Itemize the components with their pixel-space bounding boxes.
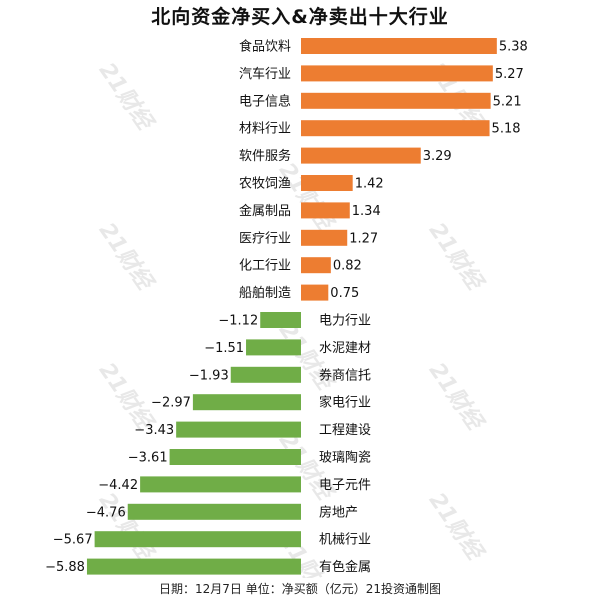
bars-layer: 5.38 食品饮料 5.27 汽车行业 5.21 电子信息 5.18 材料行业 3.29 软件服务…: [45, 38, 528, 575]
bar: [301, 284, 329, 301]
value-label: −2.97: [151, 396, 191, 411]
bar: [301, 147, 421, 164]
bar: [230, 366, 301, 383]
category-label: 房地产: [319, 504, 358, 520]
value-label: 1.27: [349, 231, 378, 246]
bar: [301, 120, 490, 137]
bar: [301, 202, 350, 219]
value-label: −4.42: [98, 478, 138, 493]
category-label: 电子元件: [319, 478, 371, 493]
bar: [301, 257, 331, 274]
value-label: −1.12: [218, 314, 258, 329]
value-label: −1.93: [189, 368, 229, 383]
category-label: 食品饮料: [239, 39, 291, 55]
watermark-text: 21财经: [274, 318, 340, 396]
value-label: 0.82: [333, 259, 362, 274]
bar: [127, 503, 302, 520]
value-label: 3.29: [423, 149, 452, 164]
bar: [301, 92, 491, 109]
value-label: 5.38: [499, 40, 528, 55]
value-label: −4.76: [86, 505, 126, 520]
category-label: 材料行业: [239, 122, 291, 137]
value-label: 0.75: [330, 286, 359, 301]
category-label: 农牧饲渔: [239, 177, 291, 192]
value-label: −5.67: [53, 533, 93, 548]
bar: [176, 421, 301, 438]
category-label: 医疗行业: [239, 231, 291, 246]
value-label: −1.51: [204, 341, 244, 356]
category-label: 汽车行业: [239, 66, 291, 82]
category-label: 软件服务: [239, 148, 291, 164]
value-label: 1.34: [352, 204, 381, 219]
value-label: 5.18: [492, 122, 521, 137]
watermark-text: 21财经: [274, 428, 340, 506]
bar: [301, 175, 353, 191]
category-label: 船舶制造: [239, 285, 291, 301]
chart-footer: 日期：12月7日 单位：净买额（亿元）21投资通制图: [159, 582, 441, 596]
bar: [140, 476, 301, 493]
watermark-text: 21财经: [424, 488, 490, 566]
category-label: 工程建设: [319, 423, 371, 438]
value-label: 5.21: [493, 94, 522, 109]
watermark-text: 21财经: [274, 158, 340, 236]
bar: [192, 394, 301, 411]
watermark-text: 21财经: [94, 218, 160, 296]
value-label: 1.42: [355, 177, 384, 192]
category-label: 玻璃陶瓷: [319, 450, 371, 466]
category-label: 家电行业: [319, 395, 371, 411]
value-label: −3.61: [128, 451, 168, 466]
watermark-text: 21财经: [424, 218, 490, 296]
category-label: 券商信托: [319, 367, 371, 383]
value-label: −3.43: [134, 423, 174, 438]
watermark-text: 21财经: [94, 488, 160, 566]
category-label: 有色金属: [319, 559, 371, 575]
category-label: 水泥建材: [319, 341, 371, 356]
bar: [260, 312, 301, 328]
bar: [301, 65, 493, 82]
bar: [301, 38, 497, 54]
category-label: 电力行业: [319, 314, 371, 329]
chart-title: 北向资金净买入&净卖出十大行业: [151, 6, 449, 28]
bar: [246, 339, 301, 356]
value-label: −5.88: [45, 560, 85, 575]
watermark-text: 21财经: [94, 58, 160, 136]
watermark-text: 21财经: [424, 358, 490, 436]
category-label: 化工行业: [239, 259, 291, 274]
category-label: 金属制品: [239, 203, 291, 219]
category-label: 机械行业: [319, 533, 371, 548]
value-label: 5.27: [495, 67, 524, 82]
bar: [94, 531, 301, 548]
bar: [301, 229, 348, 246]
bar: [169, 449, 301, 465]
category-label: 电子信息: [239, 93, 291, 109]
bar: [86, 558, 301, 575]
